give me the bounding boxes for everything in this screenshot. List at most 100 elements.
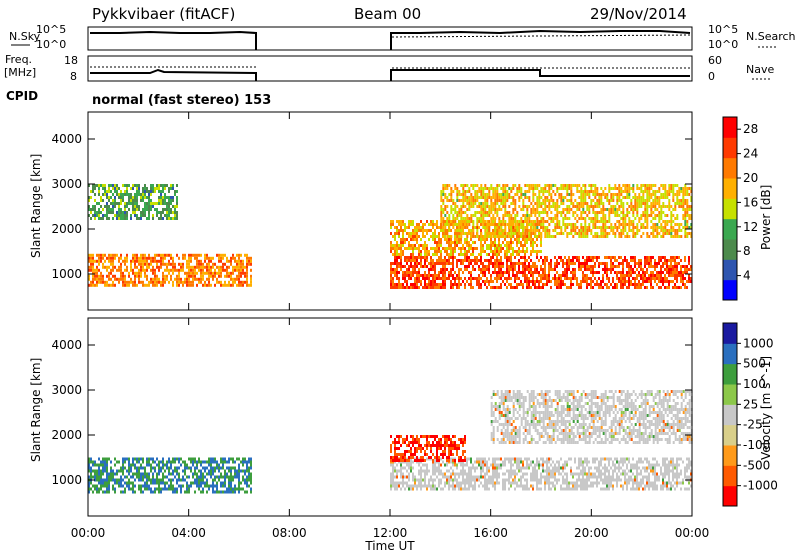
heatmap-cell	[524, 217, 527, 220]
heatmap-cell	[126, 481, 128, 485]
heatmap-cell	[250, 259, 252, 263]
heatmap-cell	[564, 208, 567, 211]
heatmap-cell	[488, 268, 490, 271]
heatmap-cell	[688, 280, 690, 283]
heatmap-cell	[412, 478, 414, 482]
heatmap-cell	[482, 187, 485, 190]
heatmap-cell	[146, 196, 148, 199]
heatmap-cell	[510, 241, 512, 244]
heatmap-cell	[196, 466, 198, 470]
heatmap-cell	[110, 271, 112, 275]
heatmap-cell	[548, 193, 551, 196]
heatmap-cell	[184, 256, 186, 260]
heatmap-cell	[674, 286, 676, 289]
heatmap-cell	[132, 280, 134, 284]
heatmap-cell	[444, 484, 446, 488]
heatmap-cell	[452, 217, 455, 220]
heatmap-cell	[436, 253, 438, 256]
heatmap-cell	[398, 484, 400, 488]
heatmap-cell	[424, 478, 426, 482]
heatmap-cell	[452, 259, 454, 262]
heatmap-cell	[172, 472, 174, 476]
heatmap-cell	[170, 253, 172, 257]
heatmap-cell	[508, 223, 510, 226]
heatmap-cell	[672, 286, 674, 289]
heatmap-cell	[200, 481, 202, 485]
heatmap-cell	[598, 277, 600, 280]
heatmap-cell	[506, 265, 508, 268]
heatmap-cell	[128, 196, 130, 199]
heatmap-cell	[410, 283, 412, 286]
heatmap-cell	[442, 247, 444, 250]
heatmap-cell	[166, 214, 168, 217]
heatmap-cell	[106, 196, 108, 199]
heatmap-cell	[242, 268, 244, 272]
heatmap-cell	[454, 238, 456, 241]
heatmap-cell	[460, 232, 463, 235]
heatmap-cell	[484, 220, 486, 223]
heatmap-cell	[532, 262, 534, 265]
heatmap-cell	[564, 256, 566, 259]
heatmap-cell	[220, 283, 222, 287]
heatmap-cell	[510, 217, 513, 220]
heatmap-cell	[632, 187, 635, 190]
heatmap-cell	[598, 271, 600, 274]
heatmap-cell	[154, 487, 156, 491]
heatmap-cell	[172, 199, 174, 202]
heatmap-cell	[168, 196, 170, 199]
heatmap-cell	[248, 475, 250, 479]
heatmap-cell	[218, 475, 220, 479]
heatmap-cell	[466, 256, 468, 259]
heatmap-cell	[416, 265, 418, 268]
heatmap-cell	[512, 211, 515, 214]
heatmap-cell	[618, 265, 620, 268]
heatmap-cell	[198, 481, 200, 485]
heatmap-cell	[602, 286, 604, 289]
heatmap-cell	[582, 271, 584, 274]
heatmap-cell	[688, 274, 690, 277]
heatmap-cell	[628, 217, 631, 220]
heatmap-cell	[132, 208, 134, 211]
heatmap-cell	[224, 478, 226, 482]
heatmap-cell	[670, 226, 673, 229]
heatmap-cell	[488, 265, 490, 268]
heatmap-cell	[664, 214, 667, 217]
heatmap-cell	[510, 268, 512, 271]
heatmap-cell	[162, 280, 164, 284]
heatmap-cell	[164, 475, 166, 479]
heatmap-cell	[236, 268, 238, 272]
heatmap-cell	[682, 217, 685, 220]
heatmap-cell	[586, 283, 588, 286]
heatmap-cell	[100, 469, 102, 473]
heatmap-cell	[246, 259, 248, 263]
heatmap-cell	[460, 277, 462, 280]
heatmap-cell	[668, 283, 670, 286]
heatmap-cell	[476, 199, 479, 202]
heatmap-cell	[444, 277, 446, 280]
heatmap-cell	[138, 457, 140, 461]
heatmap-cell	[506, 214, 509, 217]
heatmap-cell	[248, 472, 250, 476]
heatmap-cell	[410, 262, 412, 265]
heatmap-cell	[180, 463, 182, 467]
heatmap-cell	[188, 277, 190, 281]
heatmap-cell	[580, 196, 583, 199]
heatmap-cell	[600, 235, 603, 238]
heatmap-cell	[194, 481, 196, 485]
heatmap-cell	[152, 265, 154, 269]
heatmap-cell	[474, 268, 476, 271]
heatmap-cell	[572, 226, 575, 229]
heatmap-cell	[208, 262, 210, 266]
heatmap-cell	[554, 193, 557, 196]
heatmap-cell	[90, 457, 92, 461]
heatmap-cell	[494, 247, 496, 250]
heatmap-cell	[188, 280, 190, 284]
heatmap-cell	[466, 214, 469, 217]
heatmap-cell	[662, 226, 665, 229]
heatmap-cell	[492, 286, 494, 289]
heatmap-cell	[516, 193, 519, 196]
heatmap-cell	[130, 217, 132, 220]
heatmap-cell	[584, 262, 586, 265]
heatmap-cell	[610, 193, 613, 196]
heatmap-cell	[634, 208, 637, 211]
